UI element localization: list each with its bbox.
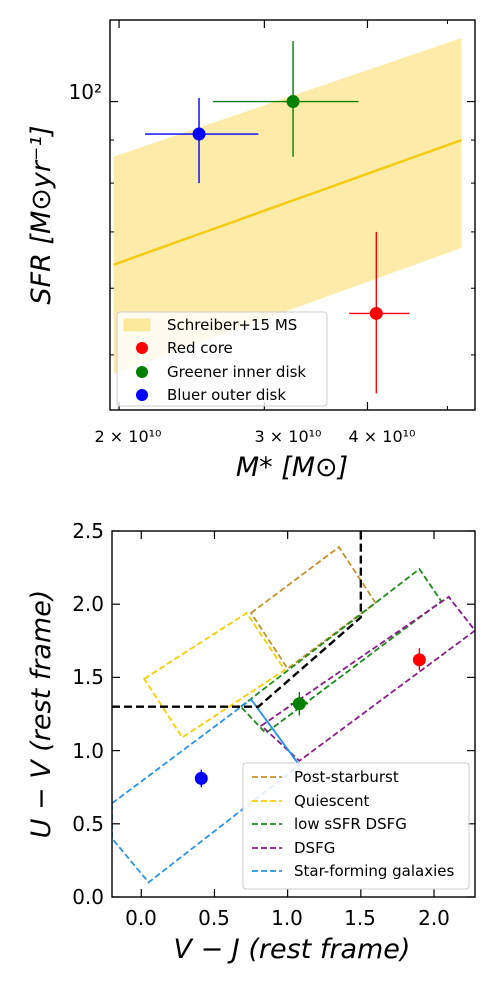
- uvj-x-tick-2: 1.0: [271, 906, 303, 930]
- bluer-outer-disk-point: [192, 127, 206, 141]
- uvj-plot-area: [112, 531, 475, 884]
- legend-label-quiescent: Quiescent: [294, 792, 370, 810]
- sfr-mass-legend: Schreiber+15 MS Red core Greener inner d…: [116, 311, 328, 407]
- uvj-y-tick-5: 2.5: [72, 519, 104, 543]
- uvj-y-tick-4: 2.0: [72, 592, 104, 616]
- legend-label-schreiber: Schreiber+15 MS: [167, 316, 297, 334]
- y-tick-label-1e2: 10²: [69, 80, 102, 104]
- uvj-x-tick-4: 2.0: [418, 906, 450, 930]
- uvj-x-tick-1: 0.5: [198, 906, 230, 930]
- quiescent-boundary-line: [112, 531, 363, 708]
- uvj-y-tick-3: 1.5: [72, 665, 104, 689]
- legend-frame-bottom: [242, 762, 470, 890]
- uvj-clipped-content: [112, 531, 475, 884]
- star-forming-galaxies-region: [112, 698, 301, 884]
- red-core-point: [412, 653, 426, 667]
- sfr-mass-plot-area: [113, 37, 462, 394]
- x-tick-label-3e10: 3 × 10¹⁰: [255, 427, 322, 446]
- legend-label-star-forming: Star-forming galaxies: [294, 862, 454, 880]
- uvj-panel: 0.0 0.5 1.0 1.5 2.0 0.0 0.5 1.0 1.5 2.0 …: [26, 519, 476, 965]
- x-axis-title-top: M* [M⊙]: [236, 452, 348, 483]
- x-tick-label-2e10: 2 × 10¹⁰: [95, 427, 162, 446]
- y-axis-title-bottom: U − V (rest frame): [26, 590, 57, 839]
- quiescent-region: [142, 611, 286, 739]
- legend-marker-red-core: [136, 342, 148, 354]
- legend-marker-greener-inner: [136, 366, 148, 378]
- low-ssfr-dsfg-region: [239, 567, 443, 735]
- sf-divider-line: [250, 698, 301, 766]
- uvj-x-tick-0: 0.0: [125, 906, 157, 930]
- legend-marker-bluer-outer: [136, 389, 148, 401]
- bluer-outer-disk-point: [194, 771, 208, 785]
- legend-label-dsfg: DSFG: [294, 839, 335, 857]
- x-axis-title-bottom: V − J (rest frame): [174, 934, 411, 965]
- legend-frame-top: [116, 311, 328, 407]
- uvj-frame: [111, 530, 476, 898]
- uvj-legend: Post-starburst Quiescent low sSFR DSFG D…: [242, 762, 470, 890]
- schreiber-ms-band: [113, 37, 462, 374]
- greener-inner-disk-point: [292, 697, 306, 711]
- legend-label-greener-inner: Greener inner disk: [167, 363, 306, 381]
- schreiber-ms-median-line: [113, 138, 462, 266]
- post-starburst-region: [249, 545, 377, 670]
- dsfg-region: [259, 595, 475, 763]
- red-core-point: [369, 306, 383, 320]
- uvj-y-tick-0: 0.0: [72, 885, 104, 909]
- legend-label-low-ssfr-dsfg: low sSFR DSFG: [294, 815, 407, 833]
- sfr-mass-panel: 2 × 10¹⁰ 3 × 10¹⁰ 4 × 10¹⁰ 10² M* [M⊙] S…: [26, 19, 476, 483]
- greener-inner-disk-point: [286, 95, 300, 109]
- y-axis-title-top: SFR [M⊙yr⁻¹]: [26, 125, 57, 304]
- legend-label-red-core: Red core: [167, 339, 233, 357]
- uvj-y-tick-1: 0.5: [72, 812, 104, 836]
- uvj-x-tick-3: 1.5: [344, 906, 376, 930]
- legend-label-bluer-outer: Bluer outer disk: [167, 386, 286, 404]
- sfr-mass-frame: [109, 19, 476, 411]
- uvj-y-tick-2: 1.0: [72, 739, 104, 763]
- legend-swatch-schreiber: [123, 318, 151, 332]
- legend-label-post-starburst: Post-starburst: [294, 768, 399, 786]
- x-tick-label-4e10: 4 × 10¹⁰: [349, 427, 416, 446]
